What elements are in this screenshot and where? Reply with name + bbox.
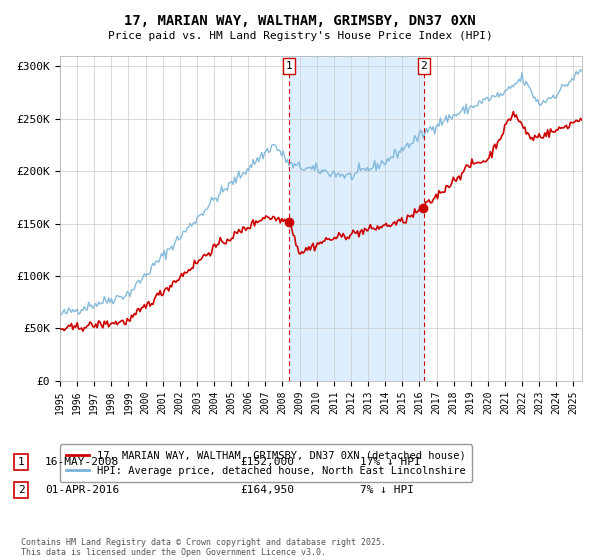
Text: 1: 1	[17, 457, 25, 467]
Legend: 17, MARIAN WAY, WALTHAM, GRIMSBY, DN37 0XN (detached house), HPI: Average price,: 17, MARIAN WAY, WALTHAM, GRIMSBY, DN37 0…	[60, 445, 472, 482]
Bar	[289, 56, 424, 381]
Text: 7% ↓ HPI: 7% ↓ HPI	[360, 485, 414, 495]
Text: £164,950: £164,950	[240, 485, 294, 495]
Text: 2: 2	[421, 61, 427, 71]
Text: Price paid vs. HM Land Registry's House Price Index (HPI): Price paid vs. HM Land Registry's House …	[107, 31, 493, 41]
Text: 17, MARIAN WAY, WALTHAM, GRIMSBY, DN37 0XN: 17, MARIAN WAY, WALTHAM, GRIMSBY, DN37 0…	[124, 14, 476, 28]
Text: 01-APR-2016: 01-APR-2016	[45, 485, 119, 495]
Text: 17% ↓ HPI: 17% ↓ HPI	[360, 457, 421, 467]
Text: 16-MAY-2008: 16-MAY-2008	[45, 457, 119, 467]
Text: Contains HM Land Registry data © Crown copyright and database right 2025.
This d: Contains HM Land Registry data © Crown c…	[21, 538, 386, 557]
Text: 2: 2	[17, 485, 25, 495]
Text: 1: 1	[286, 61, 292, 71]
Text: £152,000: £152,000	[240, 457, 294, 467]
